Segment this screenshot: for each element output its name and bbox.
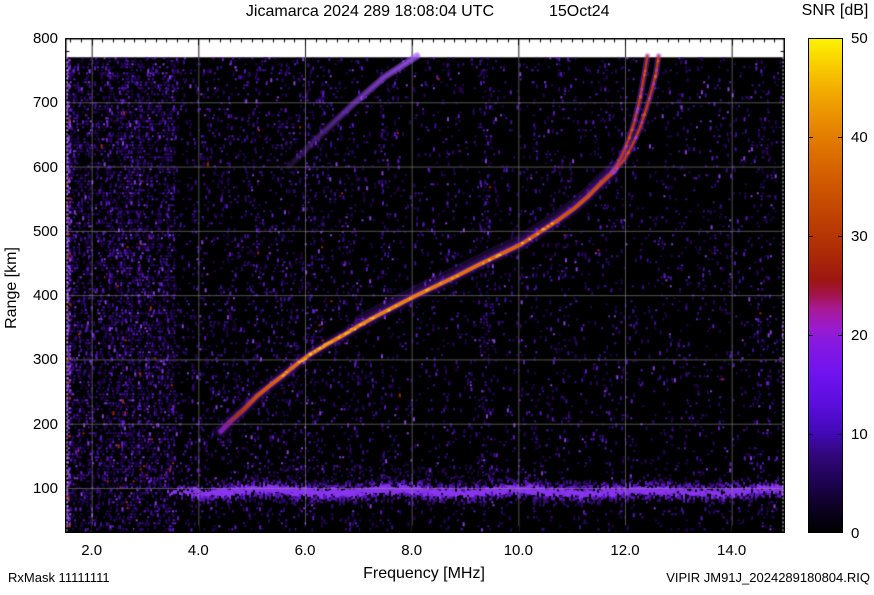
colorbar-title: SNR [dB] (801, 2, 869, 19)
colorbar-tick-label: 30 (851, 228, 868, 245)
colorbar-tick-mark (838, 236, 843, 237)
figure-date: 15Oct24 (549, 3, 610, 20)
x-axis-label: Frequency [MHz] (363, 565, 485, 582)
colorbar-tick-mark (808, 434, 813, 435)
colorbar-tick-label: 50 (851, 30, 868, 47)
x-tick-label: 6.0 (294, 542, 316, 559)
y-tick-label: 700 (32, 94, 58, 112)
filename-label: VIPIR JM91J_2024289180804.RIQ (666, 570, 870, 585)
y-tick-label: 200 (32, 415, 58, 433)
x-tick-label: 8.0 (401, 542, 423, 559)
y-tick-label: 600 (32, 158, 58, 176)
ionogram-plot-canvas (65, 38, 785, 533)
colorbar (808, 38, 843, 533)
x-tick-label: 10.0 (503, 542, 533, 559)
colorbar-tick-mark (838, 335, 843, 336)
y-tick-label: 400 (32, 287, 58, 305)
colorbar-tick-mark (808, 137, 813, 138)
colorbar-tick-label: 20 (851, 327, 868, 344)
x-tick-label: 2.0 (81, 542, 103, 559)
y-tick-label: 100 (32, 480, 58, 497)
y-tick-label: 300 (32, 351, 58, 369)
y-tick-label: 500 (32, 222, 58, 240)
y-tick-label: 800 (32, 30, 58, 47)
figure-title: Jicamarca 2024 289 18:08:04 UTC (245, 3, 495, 20)
colorbar-tick-mark (838, 137, 843, 138)
colorbar-tick-label: 0 (851, 525, 860, 542)
colorbar-tick-mark (838, 434, 843, 435)
colorbar-tick-label: 10 (851, 426, 868, 443)
colorbar-tick-mark (808, 335, 813, 336)
rxmask-label: RxMask 11111111 (8, 570, 110, 585)
x-tick-label: 12.0 (610, 542, 640, 559)
colorbar-tick-mark (808, 236, 813, 237)
colorbar-tick-label: 40 (851, 129, 868, 146)
x-tick-label: 14.0 (717, 542, 747, 559)
x-tick-label: 4.0 (187, 542, 209, 559)
